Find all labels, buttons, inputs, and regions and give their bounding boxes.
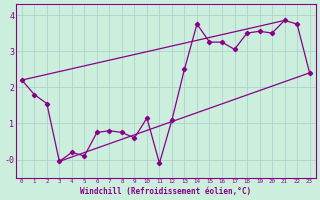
X-axis label: Windchill (Refroidissement éolien,°C): Windchill (Refroidissement éolien,°C) xyxy=(80,187,251,196)
